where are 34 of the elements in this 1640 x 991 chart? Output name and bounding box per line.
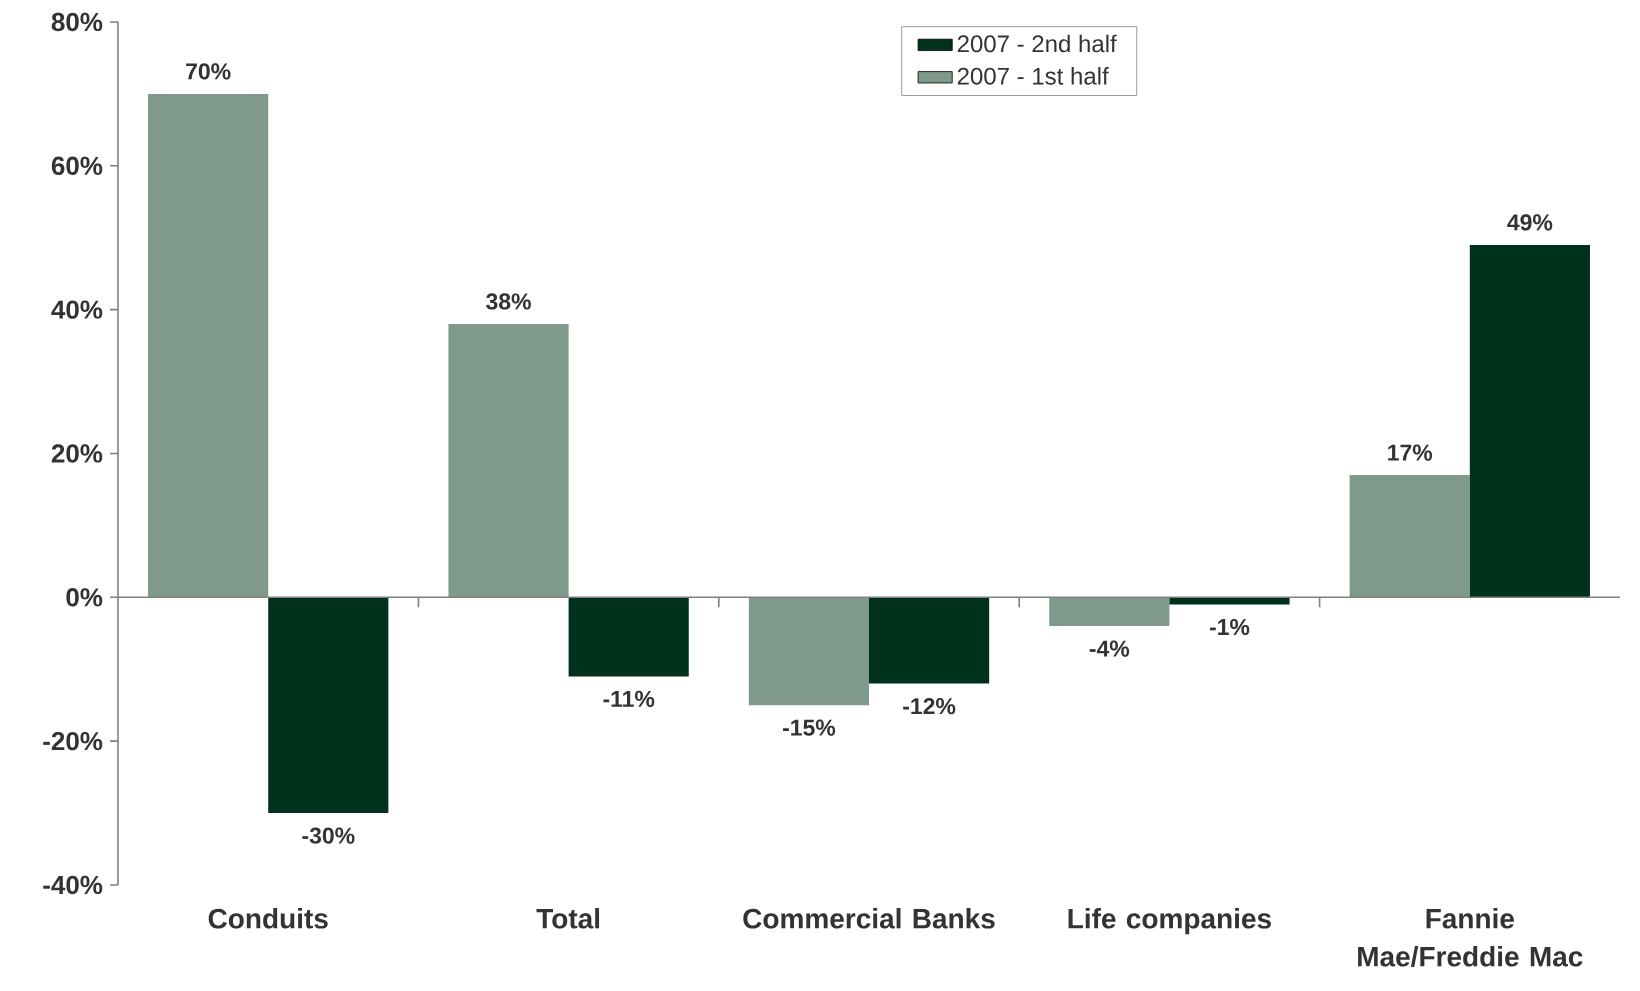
data-label: -4% xyxy=(1089,640,1130,657)
bar xyxy=(448,324,569,598)
legend-label: 2007 - 2nd half xyxy=(957,34,1117,53)
bar xyxy=(1049,597,1170,627)
data-label: -1% xyxy=(1209,618,1250,636)
y-tick-label: 20% xyxy=(51,444,103,463)
y-tick-label: 40% xyxy=(51,300,103,319)
bar xyxy=(1469,244,1590,598)
data-label: 49% xyxy=(1507,214,1553,231)
y-tick-label: 0% xyxy=(66,588,103,607)
bar xyxy=(1349,475,1470,598)
x-tick-label: Commercial Banks xyxy=(743,908,995,929)
data-label: -11% xyxy=(603,690,655,708)
y-tick-label: -20% xyxy=(43,731,103,751)
bar xyxy=(1169,597,1290,605)
data-label: -12% xyxy=(903,698,956,715)
bar xyxy=(748,597,870,706)
data-label: 17% xyxy=(1388,444,1433,461)
bar xyxy=(268,597,389,814)
x-tick-label: Total xyxy=(536,908,600,929)
y-tick-label: 60% xyxy=(51,156,103,176)
bar xyxy=(568,597,689,677)
data-label: 70% xyxy=(186,63,231,80)
x-tick-label: Life companies xyxy=(1068,908,1271,935)
data-label: -30% xyxy=(302,827,355,844)
x-tick-label: Conduits xyxy=(208,908,328,929)
bar xyxy=(148,93,269,598)
y-tick-label: -40% xyxy=(43,875,103,895)
data-label: -15% xyxy=(782,719,836,736)
legend-label: 2007 - 1st half xyxy=(957,67,1109,85)
y-tick-label: 80% xyxy=(51,12,103,32)
data-label: 38% xyxy=(486,293,531,310)
bar xyxy=(869,597,990,684)
x-tick-label: Fannie Mae/Freddie Mac xyxy=(1358,908,1583,967)
